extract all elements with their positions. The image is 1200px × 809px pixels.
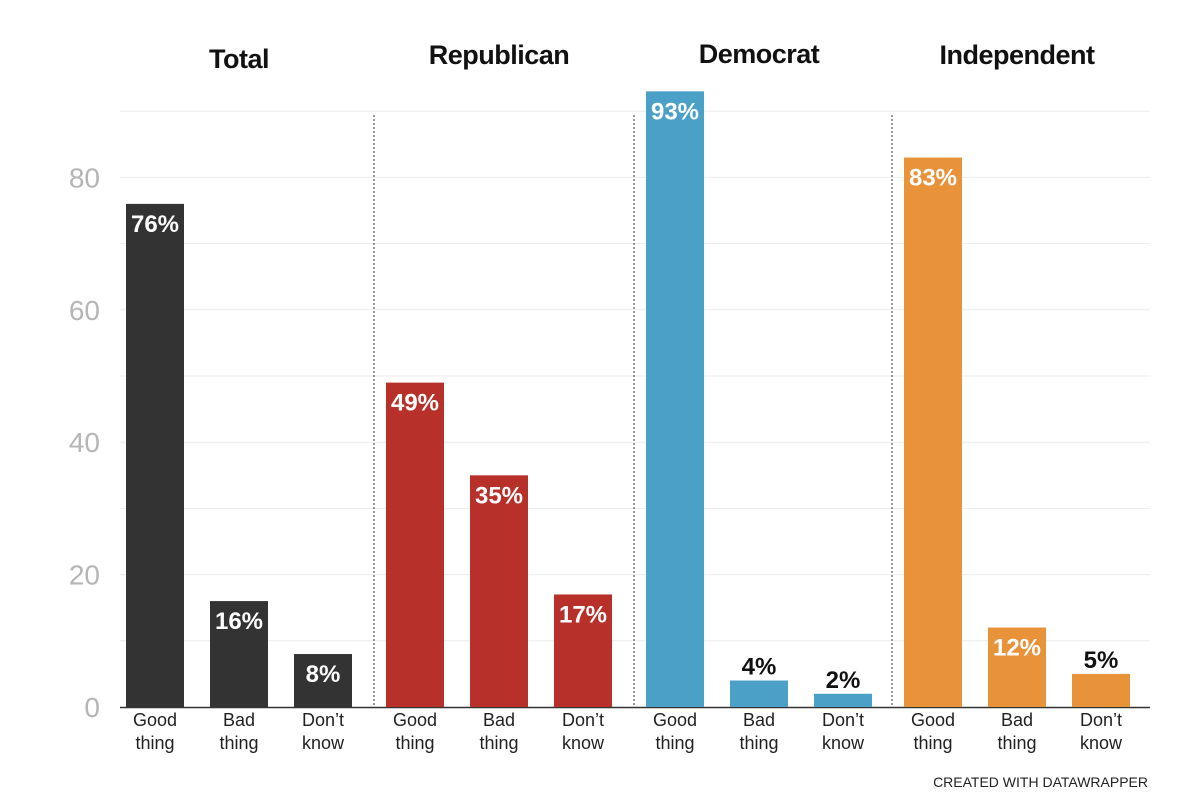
chart-panel-independent: Independent 83% Good thing 12% Bad thing 5% Don’…	[904, 40, 1130, 753]
y-tick-label: 20	[69, 560, 100, 591]
category-label: Don’t know	[822, 710, 865, 753]
category-label: Bad thing	[479, 710, 518, 753]
category-label: Good thing	[133, 710, 177, 753]
category-label: Bad thing	[997, 710, 1036, 753]
data-label: 12%	[993, 635, 1041, 662]
data-label: 93%	[651, 98, 699, 125]
data-label: 83%	[909, 165, 957, 192]
datawrapper-credit: CREATED WITH DATAWRAPPER	[933, 774, 1148, 790]
category-label: Good thing	[393, 710, 437, 753]
bar	[554, 594, 612, 707]
bar	[210, 601, 268, 707]
category-label: Good thing	[653, 710, 697, 753]
chart-panel-total: Total 76% Good thing 16% Bad thing 8% Don’t know	[126, 44, 352, 753]
data-label: 35%	[475, 482, 523, 509]
bar	[294, 654, 352, 707]
chart-panel-republican: Republican 49% Good thing 35% Bad thing 17% Don’…	[386, 40, 612, 753]
category-label: Bad thing	[739, 710, 778, 753]
panel-title: Independent	[940, 40, 1096, 70]
category-label: Good thing	[911, 710, 955, 753]
bar	[904, 157, 962, 708]
y-tick-label: 60	[69, 295, 100, 326]
y-axis: 0 20 40 60 80	[69, 162, 100, 723]
bar	[126, 203, 184, 707]
bar	[730, 680, 788, 707]
bar	[470, 475, 528, 707]
data-label: 2%	[826, 667, 861, 694]
data-label: 17%	[559, 601, 607, 628]
bar	[646, 91, 704, 708]
category-label: Don’t know	[562, 710, 605, 753]
panel-title: Democrat	[699, 39, 820, 69]
bar	[988, 627, 1046, 707]
gridlines	[120, 110, 1150, 709]
panel-title: Republican	[429, 40, 570, 70]
y-tick-label: 0	[84, 692, 100, 723]
bar	[814, 693, 872, 707]
data-label: 16%	[215, 608, 263, 635]
category-label: Bad thing	[219, 710, 258, 753]
data-label: 49%	[391, 390, 439, 417]
category-label: Don’t know	[302, 710, 345, 753]
panel-title: Total	[209, 44, 269, 74]
data-label: 8%	[306, 661, 341, 688]
data-label: 4%	[742, 654, 777, 681]
y-tick-label: 40	[69, 427, 100, 458]
chart-panel-democrat: Democrat 93% Good thing 4% Bad thing 2% Don’t kno…	[646, 39, 872, 753]
data-label: 76%	[131, 211, 179, 238]
data-label: 5%	[1084, 647, 1119, 674]
bar	[386, 382, 444, 707]
panel-dividers	[373, 115, 893, 707]
category-label: Don’t know	[1080, 710, 1123, 753]
bar	[1072, 673, 1130, 707]
y-tick-label: 80	[69, 162, 100, 193]
